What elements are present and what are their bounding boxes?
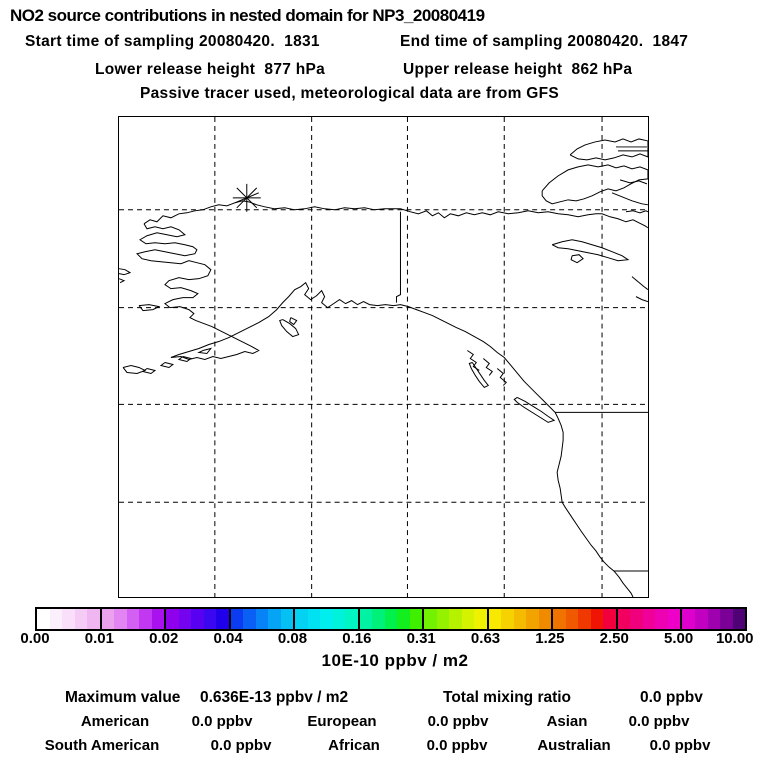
colorbar-segment	[228, 609, 294, 629]
colorbar-units: 10E-10 ppbv / m2	[321, 651, 469, 670]
contribution-label-african: African	[328, 737, 380, 754]
contribution-label-european: European	[307, 713, 377, 730]
contribution-value-european: 0.0 ppbv	[427, 713, 489, 730]
colorbar-tick: 2.50	[599, 630, 629, 647]
maximum-value: 0.636E-13 ppbv / m2	[200, 689, 349, 706]
colorbar-tick: 0.31	[406, 630, 436, 647]
colorbar-segment	[357, 609, 423, 629]
latlon-grid	[119, 117, 648, 597]
total-mixing-ratio-value: 0.0 ppbv	[640, 689, 703, 706]
lower-release-text: Lower release height 877 hPa	[95, 61, 326, 78]
tracer-note-text: Passive tracer used, meteorological data…	[140, 85, 560, 102]
end-time-text: End time of sampling 20080420. 1847	[400, 33, 689, 50]
colorbar-segment	[680, 609, 746, 629]
contribution-value-south-american: 0.0 ppbv	[210, 737, 272, 754]
contribution-value-african: 0.0 ppbv	[426, 737, 488, 754]
release-point-marker	[232, 183, 261, 212]
colorbar-segment	[615, 609, 681, 629]
map-panel	[118, 116, 649, 598]
colorbar	[35, 607, 747, 631]
colorbar-segment	[164, 609, 229, 629]
colorbar-tick: 0.63	[470, 630, 501, 647]
maximum-value-label: Maximum value	[65, 689, 181, 706]
colorbar-tick: 0.16	[342, 630, 372, 647]
contribution-value-american: 0.0 ppbv	[191, 713, 253, 730]
contribution-label-australian: Australian	[537, 737, 611, 754]
upper-release-text: Upper release height 862 hPa	[403, 61, 633, 78]
coastlines	[119, 138, 648, 597]
contribution-value-asian: 0.0 ppbv	[628, 713, 690, 730]
colorbar-segment	[293, 609, 358, 629]
colorbar-tick: 5.00	[664, 630, 694, 647]
country-borders	[395, 211, 648, 572]
colorbar-segment	[551, 609, 616, 629]
coastline-map	[119, 117, 648, 597]
contribution-label-american: American	[80, 713, 150, 730]
colorbar-tick: 0.02	[149, 630, 179, 647]
colorbar-segment	[37, 609, 100, 629]
total-mixing-ratio-label: Total mixing ratio	[443, 689, 572, 706]
colorbar-tick: 0.00	[20, 630, 50, 647]
contribution-label-asian: Asian	[546, 713, 588, 730]
colorbar-tick: 1.25	[535, 630, 565, 647]
colorbar-segment	[99, 609, 165, 629]
colorbar-tick: 10.00	[715, 630, 754, 647]
colorbar-tick: 0.08	[277, 630, 308, 647]
colorbar-segment	[422, 609, 487, 629]
contribution-label-south-american: South American	[44, 737, 160, 754]
colorbar-tick: 0.01	[84, 630, 114, 647]
colorbar-tick: 0.04	[213, 630, 243, 647]
colorbar-segment	[486, 609, 552, 629]
contribution-value-australian: 0.0 ppbv	[649, 737, 711, 754]
plot-title: NO2 source contributions in nested domai…	[10, 6, 485, 25]
start-time-text: Start time of sampling 20080420. 1831	[25, 33, 320, 50]
